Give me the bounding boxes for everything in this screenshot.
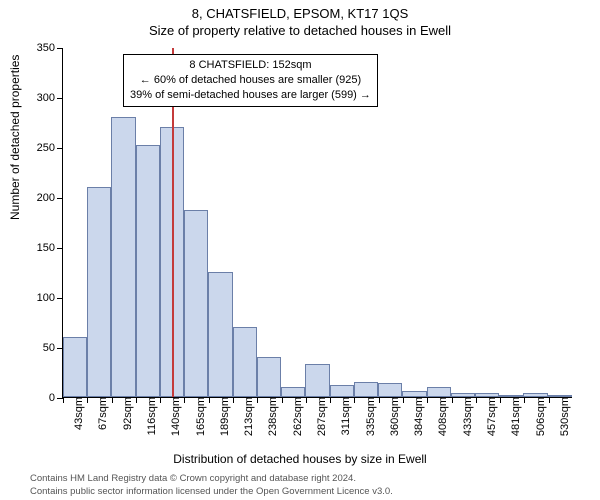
footer-line-1: Contains HM Land Registry data © Crown c… [30, 473, 393, 485]
x-tick [160, 397, 161, 403]
histogram-bar [427, 387, 451, 397]
histogram-bar [305, 364, 329, 397]
x-tick-label: 530sqm [551, 397, 571, 436]
x-tick [476, 397, 477, 403]
x-tick-label: 43sqm [65, 397, 85, 430]
histogram-bar [354, 382, 378, 397]
x-tick-label: 287sqm [308, 397, 328, 436]
x-tick [63, 397, 64, 403]
x-tick-label: 92sqm [114, 397, 134, 430]
x-tick [209, 397, 210, 403]
x-tick [403, 397, 404, 403]
x-tick [112, 397, 113, 403]
histogram-bar [233, 327, 257, 397]
x-tick-label: 335sqm [357, 397, 377, 436]
footer-line-2: Contains public sector information licen… [30, 486, 393, 498]
chart-title: Size of property relative to detached ho… [0, 21, 600, 38]
x-tick-label: 165sqm [187, 397, 207, 436]
y-tick-label: 100 [37, 292, 63, 304]
x-axis-label: Distribution of detached houses by size … [0, 452, 600, 466]
x-tick [452, 397, 453, 403]
histogram-bar [281, 387, 305, 397]
y-tick-label: 50 [43, 342, 63, 354]
x-tick-label: 116sqm [138, 397, 158, 435]
annotation-line-1: 8 CHATSFIELD: 152sqm [130, 58, 371, 73]
histogram-bar [184, 210, 208, 397]
x-tick-label: 506sqm [527, 397, 547, 436]
x-tick-label: 140sqm [162, 397, 182, 436]
chart-container: 8, CHATSFIELD, EPSOM, KT17 1QS Size of p… [0, 0, 600, 500]
x-tick [184, 397, 185, 403]
y-tick-label: 200 [37, 192, 63, 204]
x-tick [524, 397, 525, 403]
annotation-line-3: 39% of semi-detached houses are larger (… [130, 88, 371, 103]
x-tick-label: 433sqm [454, 397, 474, 436]
x-tick-label: 311sqm [332, 397, 352, 435]
histogram-bar [378, 383, 402, 397]
x-tick [233, 397, 234, 403]
x-tick [354, 397, 355, 403]
x-tick [379, 397, 380, 403]
x-tick-label: 457sqm [478, 397, 498, 436]
x-tick [136, 397, 137, 403]
x-tick-label: 238sqm [259, 397, 279, 436]
histogram-bar [330, 385, 354, 397]
x-tick [330, 397, 331, 403]
x-tick-label: 360sqm [381, 397, 401, 436]
histogram-bar [63, 337, 87, 397]
x-tick [306, 397, 307, 403]
annotation-box: 8 CHATSFIELD: 152sqm ← 60% of detached h… [123, 54, 378, 107]
histogram-bar [111, 117, 135, 397]
histogram-bar [208, 272, 232, 397]
super-title: 8, CHATSFIELD, EPSOM, KT17 1QS [0, 0, 600, 21]
y-tick-label: 250 [37, 142, 63, 154]
y-axis-label: Number of detached properties [8, 55, 22, 220]
y-tick-label: 300 [37, 92, 63, 104]
y-tick-label: 150 [37, 242, 63, 254]
x-tick-label: 213sqm [235, 397, 255, 436]
x-tick-label: 408sqm [429, 397, 449, 436]
y-tick-label: 0 [49, 392, 63, 404]
x-tick [549, 397, 550, 403]
histogram-bar [87, 187, 111, 397]
x-tick-label: 262sqm [284, 397, 304, 436]
histogram-bar [257, 357, 281, 397]
y-tick-label: 350 [37, 42, 63, 54]
x-tick-label: 384sqm [405, 397, 425, 436]
x-tick [282, 397, 283, 403]
x-tick-label: 481sqm [502, 397, 522, 436]
plot-area: 8 CHATSFIELD: 152sqm ← 60% of detached h… [62, 48, 572, 398]
footer: Contains HM Land Registry data © Crown c… [30, 473, 393, 498]
x-tick [500, 397, 501, 403]
x-tick-label: 67sqm [89, 397, 109, 430]
histogram-bar [136, 145, 160, 397]
annotation-line-2: ← 60% of detached houses are smaller (92… [130, 73, 371, 88]
x-tick-label: 189sqm [211, 397, 231, 436]
